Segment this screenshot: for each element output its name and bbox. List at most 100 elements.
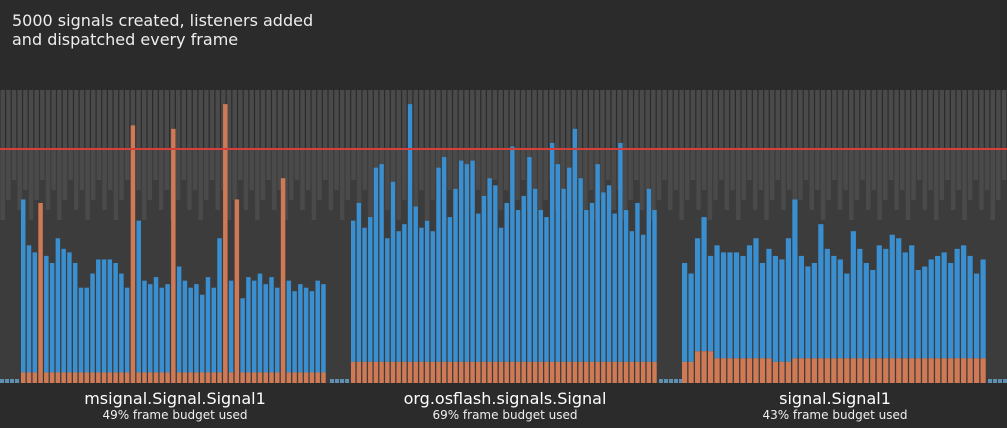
background-bar xyxy=(119,90,124,200)
idle-bar xyxy=(0,379,4,383)
background-bar xyxy=(605,90,611,180)
background-bar xyxy=(294,90,300,180)
dispatch-bar xyxy=(714,245,720,359)
background-bar xyxy=(888,90,894,180)
background-bar xyxy=(481,90,486,220)
background-bar xyxy=(396,90,401,220)
background-bar xyxy=(860,90,865,180)
dispatch-bar xyxy=(84,287,89,373)
create-bar xyxy=(96,372,101,383)
dispatch-bar xyxy=(165,284,170,373)
create-bar xyxy=(199,372,205,383)
background-bar xyxy=(854,90,860,200)
create-bar xyxy=(113,372,118,383)
create-bar xyxy=(269,372,274,383)
background-bar xyxy=(175,90,181,200)
dispatch-bar xyxy=(113,262,118,373)
dispatch-bar xyxy=(61,248,66,373)
background-bar xyxy=(424,90,430,220)
background-bar xyxy=(741,90,747,200)
create-bar xyxy=(521,361,526,383)
create-bar xyxy=(459,361,464,383)
dispatch-bar xyxy=(269,277,274,373)
create-bar xyxy=(21,372,26,383)
background-bar xyxy=(345,90,351,200)
background-bar xyxy=(673,90,679,190)
create-bar xyxy=(436,361,441,383)
create-bar xyxy=(441,361,447,383)
background-bar xyxy=(124,90,130,180)
background-bar xyxy=(277,90,283,190)
background-bar xyxy=(209,90,215,180)
create-bar xyxy=(805,358,811,383)
dispatch-bar xyxy=(407,104,413,362)
dispatch-bar xyxy=(578,178,583,362)
create-bar xyxy=(356,361,362,383)
create-bar xyxy=(532,361,538,383)
dispatch-bar xyxy=(818,224,824,359)
background-bar xyxy=(322,90,328,180)
background-bar xyxy=(96,90,102,180)
create-bar xyxy=(544,361,549,383)
background-bar xyxy=(758,90,764,190)
dispatch-bar xyxy=(153,277,159,373)
dispatch-bar xyxy=(275,287,280,373)
dispatch-bar xyxy=(857,248,863,359)
dispatch-bar xyxy=(766,248,772,359)
create-bar xyxy=(595,361,600,383)
dispatch-bar xyxy=(368,217,373,362)
create-bar xyxy=(883,358,889,383)
create-bar xyxy=(396,361,401,383)
create-bar xyxy=(538,361,543,383)
background-bar xyxy=(34,90,39,200)
create-bar xyxy=(407,361,413,383)
dispatch-bar xyxy=(844,273,850,359)
create-bar xyxy=(785,361,792,383)
create-bar xyxy=(954,358,960,383)
dispatch-bar xyxy=(464,164,470,362)
background-bar xyxy=(990,90,995,220)
dispatch-bar xyxy=(567,167,572,362)
create-bar xyxy=(606,361,612,383)
create-bar xyxy=(107,372,113,383)
create-bar xyxy=(194,372,199,383)
background-bar xyxy=(107,90,113,190)
create-bar xyxy=(527,361,532,383)
dispatch-bar xyxy=(90,273,95,373)
idle-bar xyxy=(669,379,673,383)
create-bar xyxy=(280,178,286,383)
dispatch-bar xyxy=(263,284,268,373)
dispatch-bar xyxy=(257,273,263,373)
background-bar xyxy=(996,90,1001,200)
create-bar xyxy=(223,104,228,383)
dispatch-bar xyxy=(850,231,856,359)
dispatch-bar xyxy=(837,259,843,359)
create-bar xyxy=(26,372,32,383)
background-bar xyxy=(662,90,667,180)
create-bar xyxy=(746,358,753,383)
background-bar xyxy=(11,90,17,180)
background-bar xyxy=(379,90,384,180)
create-bar xyxy=(561,361,566,383)
dispatch-bar xyxy=(928,259,934,359)
dispatch-bar xyxy=(727,252,733,359)
background-bar xyxy=(628,90,633,200)
dispatch-bar xyxy=(589,202,595,362)
create-bar xyxy=(759,358,766,383)
dispatch-bar xyxy=(521,195,526,362)
dispatch-bar xyxy=(504,202,509,362)
create-bar xyxy=(818,358,824,383)
dispatch-bar xyxy=(640,234,646,362)
background-bar xyxy=(617,90,622,190)
dispatch-bar xyxy=(538,210,543,362)
create-bar xyxy=(373,361,379,383)
dispatch-bar xyxy=(321,284,326,373)
dispatch-bar xyxy=(701,217,707,352)
dispatch-bar xyxy=(510,146,515,362)
dispatch-bar xyxy=(390,181,396,362)
dispatch-bar xyxy=(792,199,798,359)
create-bar xyxy=(980,358,986,383)
dispatch-bar xyxy=(515,210,521,362)
create-bar xyxy=(824,358,830,383)
idle-bar xyxy=(5,379,9,383)
